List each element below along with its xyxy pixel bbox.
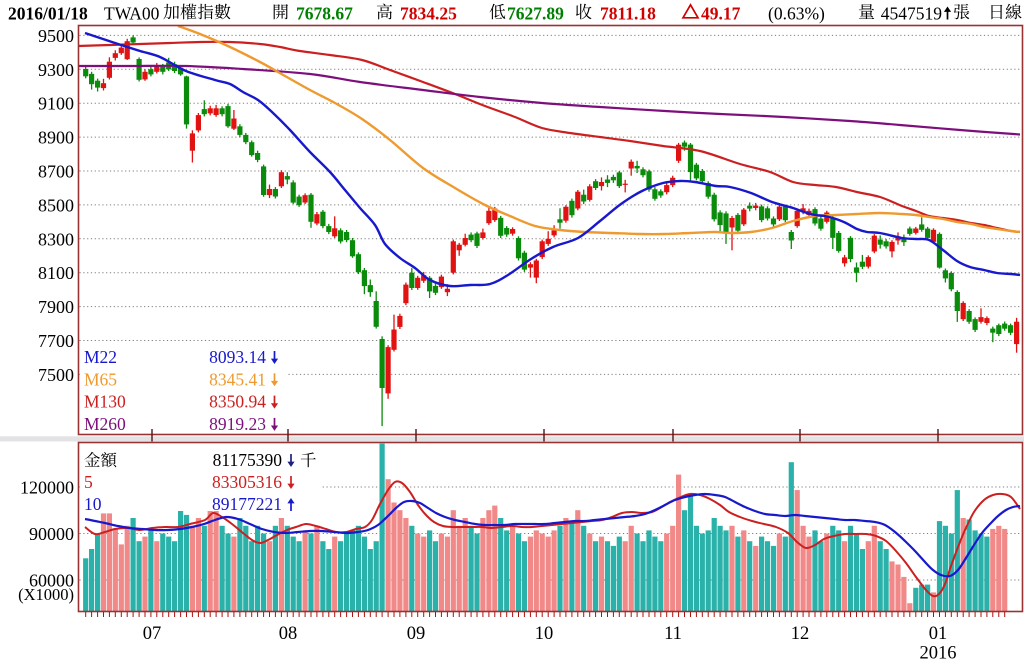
svg-text:7500: 7500 bbox=[38, 365, 74, 385]
svg-text:8100: 8100 bbox=[38, 263, 74, 283]
svg-text:(X1000): (X1000) bbox=[18, 585, 74, 604]
svg-text:9300: 9300 bbox=[38, 60, 74, 80]
svg-text:7678.67: 7678.67 bbox=[296, 4, 353, 24]
svg-text:4547519: 4547519 bbox=[881, 4, 943, 24]
svg-text:8093.14: 8093.14 bbox=[209, 347, 266, 367]
svg-text:90000: 90000 bbox=[29, 524, 74, 544]
svg-text:8345.41: 8345.41 bbox=[209, 369, 266, 389]
svg-text:M65: M65 bbox=[84, 369, 117, 389]
svg-text:5: 5 bbox=[84, 472, 93, 492]
svg-text:M260: M260 bbox=[84, 414, 126, 434]
svg-text:120000: 120000 bbox=[20, 478, 74, 498]
svg-text:2016/01/18: 2016/01/18 bbox=[8, 4, 88, 24]
svg-text:07: 07 bbox=[143, 624, 162, 644]
svg-text:08: 08 bbox=[279, 624, 298, 644]
svg-text:10: 10 bbox=[535, 624, 554, 644]
svg-text:8919.23: 8919.23 bbox=[209, 414, 266, 434]
svg-text:12: 12 bbox=[791, 624, 810, 644]
svg-text:8900: 8900 bbox=[38, 128, 74, 148]
svg-text:7834.25: 7834.25 bbox=[400, 4, 457, 24]
svg-text:09: 09 bbox=[407, 624, 426, 644]
svg-text:7811.18: 7811.18 bbox=[600, 4, 656, 24]
svg-text:7700: 7700 bbox=[38, 331, 74, 351]
svg-text:49.17: 49.17 bbox=[701, 4, 741, 24]
svg-text:83305316: 83305316 bbox=[212, 472, 282, 492]
svg-text:60000: 60000 bbox=[29, 571, 74, 591]
svg-text:81175390: 81175390 bbox=[213, 450, 283, 470]
svg-text:TWA00: TWA00 bbox=[104, 4, 160, 24]
svg-text:7627.89: 7627.89 bbox=[507, 4, 564, 24]
svg-text:8700: 8700 bbox=[38, 162, 74, 182]
svg-text:(0.63%): (0.63%) bbox=[768, 4, 825, 24]
svg-text:M130: M130 bbox=[84, 392, 126, 412]
svg-text:10: 10 bbox=[84, 494, 102, 514]
svg-text:89177221: 89177221 bbox=[212, 494, 282, 514]
svg-text:2016: 2016 bbox=[920, 644, 957, 662]
svg-text:7900: 7900 bbox=[38, 297, 74, 317]
svg-text:9100: 9100 bbox=[38, 94, 74, 114]
svg-text:M22: M22 bbox=[84, 347, 117, 367]
svg-text:8300: 8300 bbox=[38, 229, 74, 249]
svg-text:9500: 9500 bbox=[38, 26, 74, 46]
svg-text:8350.94: 8350.94 bbox=[209, 392, 266, 412]
svg-text:8500: 8500 bbox=[38, 195, 74, 215]
svg-text:11: 11 bbox=[664, 624, 682, 644]
svg-text:01: 01 bbox=[929, 624, 948, 644]
